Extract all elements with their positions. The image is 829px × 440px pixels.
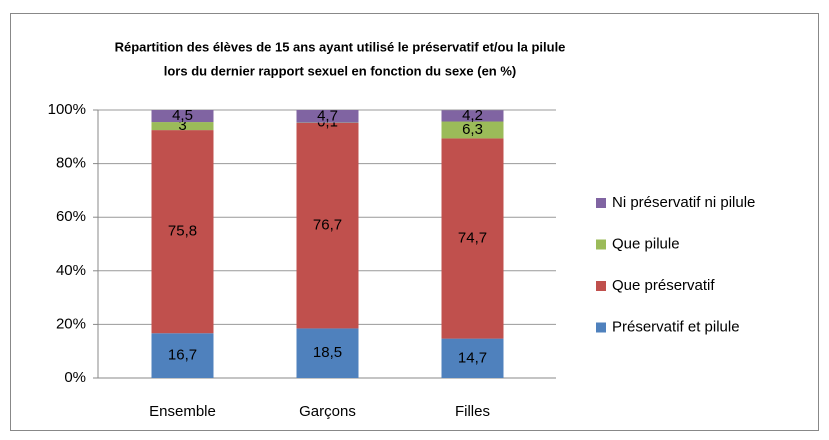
data-label: 18,5 (313, 344, 342, 361)
chart-title: Répartition des élèves de 15 ans ayant u… (115, 39, 566, 54)
data-label: 6,3 (462, 121, 483, 138)
y-tick-label: 20% (56, 315, 86, 332)
bar-segment (441, 138, 504, 339)
x-tick-label: Garçons (299, 403, 356, 420)
y-tick-label: 100% (48, 101, 86, 118)
bar-segment (151, 130, 214, 334)
bar-segment (296, 110, 359, 123)
x-tick-label: Filles (455, 403, 490, 420)
x-tick-label: Ensemble (149, 403, 216, 420)
legend-swatch (596, 281, 606, 291)
y-tick-label: 40% (56, 262, 86, 279)
data-label: 76,7 (313, 217, 342, 234)
data-label: 4,2 (462, 107, 483, 124)
legend-swatch (596, 239, 606, 250)
chart-border (10, 13, 819, 431)
bar-segment (151, 110, 214, 123)
y-tick-label: 60% (56, 208, 86, 225)
data-label: 4,7 (317, 107, 338, 124)
data-label: 16,7 (168, 347, 197, 364)
legend-swatch (596, 322, 606, 333)
legend-label: Ni préservatif ni pilule (612, 194, 755, 211)
bar-segment (441, 121, 504, 139)
chart-title: lors du dernier rapport sexuel en foncti… (164, 63, 517, 78)
y-tick-label: 0% (64, 369, 86, 386)
bar-segment (296, 122, 359, 329)
data-label: 74,7 (458, 229, 487, 246)
y-tick-label: 80% (56, 155, 86, 172)
bar-segment (296, 328, 359, 378)
bar-segment (151, 122, 214, 131)
bar-segment (441, 110, 504, 122)
data-label: 4,5 (172, 107, 193, 124)
legend-label: Que pilule (612, 235, 680, 252)
data-label: 14,7 (458, 349, 487, 366)
bar-segment (151, 333, 214, 378)
data-label: 3 (178, 117, 186, 134)
data-label: 75,8 (168, 223, 197, 240)
bar-segment (441, 338, 504, 378)
legend-swatch (596, 198, 606, 208)
legend-label: Préservatif et pilule (612, 318, 740, 335)
legend-label: Que préservatif (612, 277, 715, 294)
